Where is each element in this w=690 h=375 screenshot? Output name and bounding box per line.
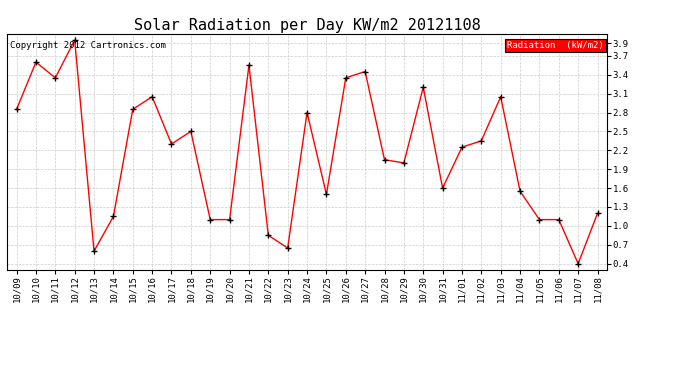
Text: Copyright 2012 Cartronics.com: Copyright 2012 Cartronics.com (10, 41, 166, 50)
Text: Radiation  (kW/m2): Radiation (kW/m2) (507, 41, 604, 50)
Title: Solar Radiation per Day KW/m2 20121108: Solar Radiation per Day KW/m2 20121108 (134, 18, 480, 33)
